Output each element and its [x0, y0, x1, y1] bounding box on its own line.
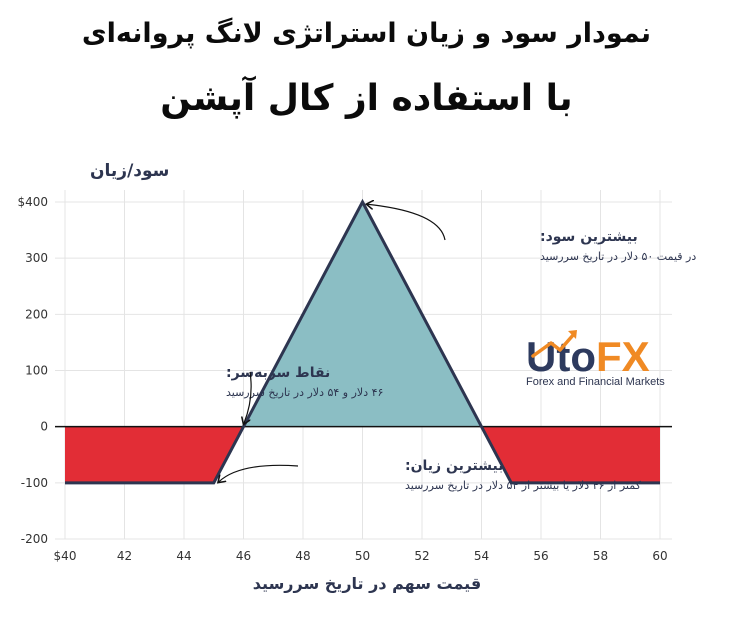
logo-part-uto: Uto	[526, 333, 596, 380]
y-tick-label: 200	[25, 307, 48, 321]
x-tick-label: 44	[176, 549, 191, 563]
annotation-title-max-profit: بیشترین سود:	[540, 229, 638, 245]
loss-area	[481, 426, 660, 483]
x-tick-label: 54	[474, 549, 489, 563]
payoff-line	[65, 198, 660, 485]
x-tick-label: 48	[295, 549, 310, 563]
chart-title-line2: با استفاده از کال آپشن	[160, 78, 573, 119]
annotation-arrow-breakeven	[244, 371, 252, 423]
x-tick-label: $40	[54, 549, 77, 563]
logo-part-fx: FX	[596, 333, 650, 380]
y-tick-label: 100	[25, 364, 48, 378]
utofx-logo: UtoFX Forex and Financial Markets	[526, 330, 665, 388]
annotation-arrow-max-profit	[367, 204, 446, 241]
annotation-text-max-loss: کمتر از ۴۶ دلار یا بیشتر از ۵۴ دلار در ت…	[405, 479, 642, 492]
annotation-text-breakeven: ۴۶ دلار و ۵۴ دلار در تاریخ سررسید	[226, 386, 383, 399]
x-tick-label: 42	[117, 549, 132, 563]
logo-arrowhead-icon	[568, 330, 577, 339]
x-tick-label: 56	[533, 549, 548, 563]
y-tick-label: 0	[40, 420, 48, 434]
profit-area	[243, 202, 482, 427]
y-tick-label: $400	[17, 195, 48, 209]
y-tick-label: -200	[21, 532, 48, 546]
y-tick-label: 300	[25, 251, 48, 265]
annotation-text-max-profit: در قیمت ۵۰ دلار در تاریخ سررسید	[540, 250, 696, 263]
y-tick-label: -100	[21, 476, 48, 490]
x-tick-label: 58	[593, 549, 608, 563]
x-tick-label: 46	[236, 549, 251, 563]
logo-arrow-icon	[531, 332, 576, 358]
annotation-layer: بیشترین سود: در قیمت ۵۰ دلار در تاریخ سرر…	[219, 204, 696, 492]
y-axis-label: سود/زیان	[90, 161, 169, 181]
tick-layer: $400 300 200 100 0 -100 -200 $40 42 44 46 48 50 52 54 5…	[17, 195, 667, 563]
x-axis-label: قیمت سهم در تاریخ سررسید	[253, 574, 481, 593]
chart-title-line1: نمودار سود و زیان استراتژی لانگ پروانه‌ا…	[81, 18, 652, 49]
x-tick-label: 52	[414, 549, 429, 563]
line-layer	[65, 198, 660, 485]
annotation-arrow-max-loss	[219, 464, 299, 481]
logo-wordmark: UtoFX	[526, 333, 650, 380]
annotation-title-breakeven: نقاط سربه‌سر:	[226, 365, 330, 381]
x-tick-label: 50	[355, 549, 370, 563]
fill-layer	[65, 202, 660, 483]
logo-tagline: Forex and Financial Markets	[526, 376, 665, 388]
x-tick-label: 60	[652, 549, 667, 563]
loss-area	[65, 426, 244, 483]
annotation-title-max-loss: بیشترین زیان:	[405, 458, 504, 474]
